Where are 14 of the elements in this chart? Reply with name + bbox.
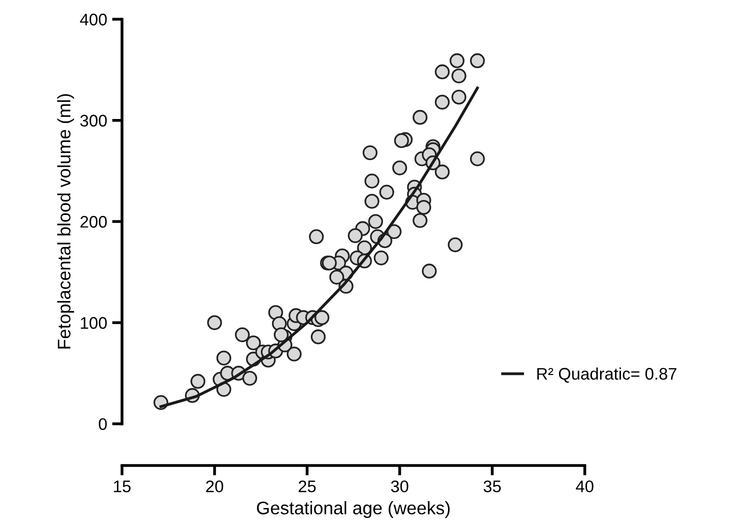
x-axis-title: Gestational age (weeks) <box>256 501 450 518</box>
y-axis-title: Fetoplacental blood volume (ml) <box>57 94 74 348</box>
x-tick-label: 20 <box>206 480 224 492</box>
x-tick-label: 15 <box>114 480 131 492</box>
x-tick-label: 40 <box>576 480 594 492</box>
y-tick-label: 200 <box>80 216 107 228</box>
x-tick-label: 25 <box>298 480 316 492</box>
y-tick-label: 300 <box>80 114 107 127</box>
x-tick-label: 35 <box>484 480 501 492</box>
x-tick-label: 30 <box>391 480 408 492</box>
y-tick-label: 0 <box>98 418 107 430</box>
y-tick-label: 100 <box>80 317 107 329</box>
y-tick-label: 400 <box>80 14 107 26</box>
legend-label: R² Quadratic= 0.87 <box>537 367 676 383</box>
